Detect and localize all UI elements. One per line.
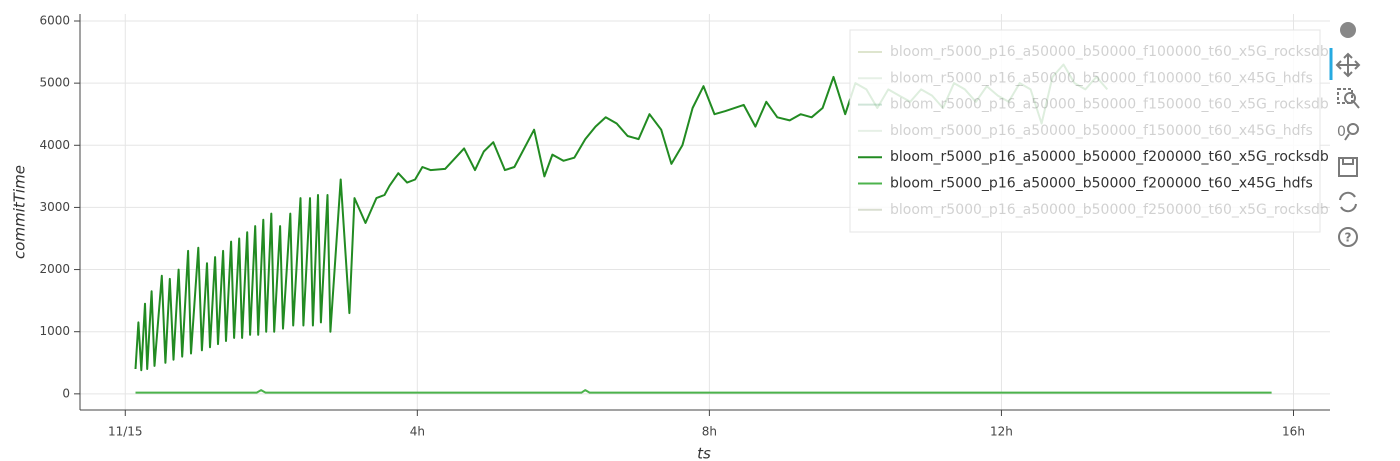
reset-tool[interactable] (1339, 191, 1357, 213)
y-tick-label: 5000 (39, 76, 70, 90)
box-zoom-tool[interactable] (1337, 88, 1360, 109)
save-tool[interactable] (1338, 157, 1358, 177)
legend-item[interactable]: bloom_r5000_p16_a50000_b50000_f200000_t6… (858, 176, 1313, 192)
legend-item[interactable]: bloom_r5000_p16_a50000_b50000_f250000_t6… (858, 202, 1329, 218)
help-tool[interactable]: ? (1338, 227, 1358, 247)
legend-label: bloom_r5000_p16_a50000_b50000_f250000_t6… (890, 202, 1329, 218)
legend-label: bloom_r5000_p16_a50000_b50000_f200000_t6… (890, 176, 1313, 192)
y-tick-label: 3000 (39, 200, 70, 214)
x-axis-title: ts (697, 445, 711, 461)
legend-item[interactable]: bloom_r5000_p16_a50000_b50000_f150000_t6… (858, 123, 1313, 139)
legend-item[interactable]: bloom_r5000_p16_a50000_b50000_f200000_t6… (858, 149, 1329, 165)
x-tick-label: 12h (990, 425, 1013, 439)
x-tick-label: 16h (1282, 425, 1305, 439)
svg-text:?: ? (1345, 231, 1352, 245)
svg-text:0: 0 (1337, 124, 1346, 140)
toolbar: 0 ? (1329, 22, 1361, 247)
series-line (135, 389, 1272, 394)
legend-box (849, 29, 1321, 233)
legend-label: bloom_r5000_p16_a50000_b50000_f200000_t6… (890, 149, 1329, 165)
y-tick-label: 6000 (39, 14, 70, 28)
legend-item[interactable]: bloom_r5000_p16_a50000_b50000_f100000_t6… (858, 70, 1313, 86)
legend-item[interactable]: bloom_r5000_p16_a50000_b50000_f150000_t6… (858, 97, 1329, 113)
legend-item[interactable]: bloom_r5000_p16_a50000_b50000_f100000_t6… (858, 44, 1329, 60)
pan-tool[interactable] (1335, 52, 1361, 78)
wheel-zoom-tool[interactable]: 0 (1337, 123, 1359, 141)
legend-label: bloom_r5000_p16_a50000_b50000_f150000_t6… (890, 97, 1329, 113)
x-tick-label: 11/15 (108, 425, 143, 439)
x-tick-label: 8h (702, 425, 717, 439)
y-axis-title: commitTime (11, 165, 29, 259)
bokeh-logo[interactable] (1340, 22, 1356, 38)
x-tick-label: 4h (410, 425, 425, 439)
y-tick-label: 2000 (39, 262, 70, 276)
legend-label: bloom_r5000_p16_a50000_b50000_f100000_t6… (890, 44, 1329, 60)
y-tick-label: 0 (62, 386, 70, 400)
y-tick-label: 1000 (39, 324, 70, 338)
legend: bloom_r5000_p16_a50000_b50000_f100000_t6… (858, 44, 1329, 218)
y-tick-label: 4000 (39, 138, 70, 152)
legend-label: bloom_r5000_p16_a50000_b50000_f100000_t6… (890, 70, 1313, 86)
legend-label: bloom_r5000_p16_a50000_b50000_f150000_t6… (890, 123, 1313, 139)
